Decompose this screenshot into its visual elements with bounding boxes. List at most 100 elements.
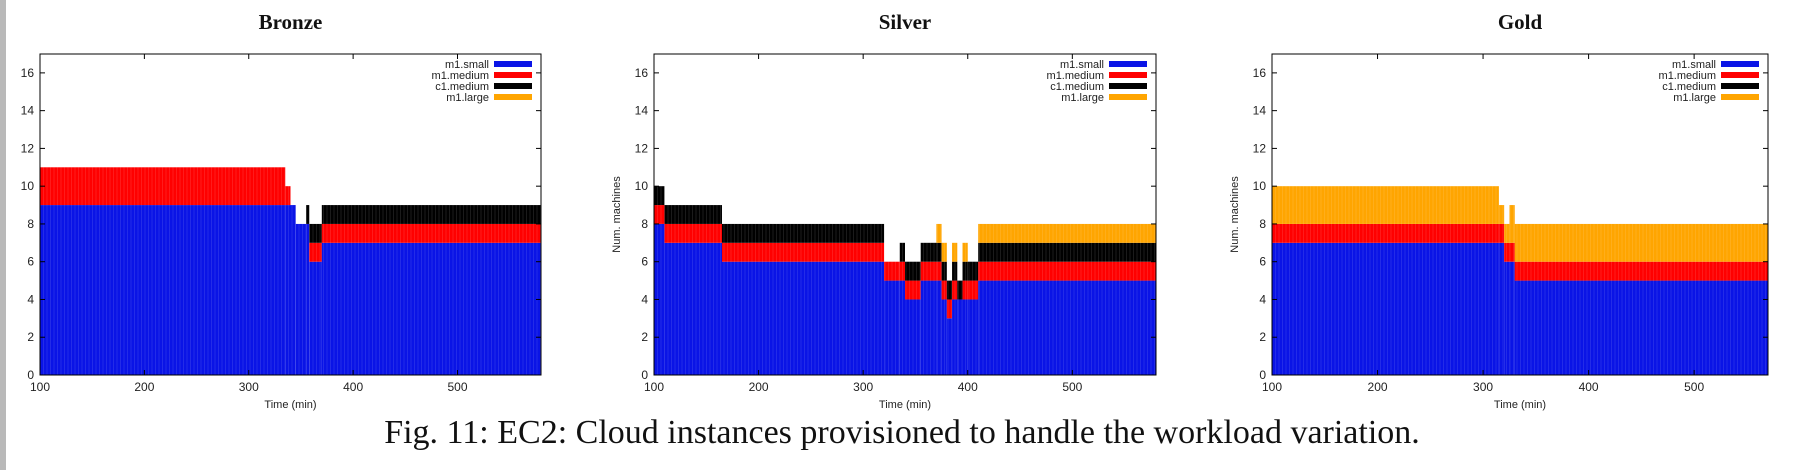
bar-m1-large-12 [962, 242, 968, 262]
legend-label-m1-medium: m1.medium [1047, 70, 1104, 82]
bar-m1-small-4 [899, 280, 905, 375]
legend-swatch-c1-medium [1109, 83, 1147, 89]
bar-m1-medium-5 [309, 242, 322, 262]
bar-c1-medium-11 [957, 280, 963, 300]
x-tick-label: 100 [1262, 380, 1282, 394]
bar-m1-medium-9 [946, 299, 953, 319]
bar-m1-small-4 [1514, 280, 1768, 375]
bar-m1-small-13 [967, 299, 979, 375]
bar-separators [43, 55, 541, 375]
bar-m1-medium-10 [952, 280, 958, 300]
y-tick-label: 10 [635, 179, 649, 193]
y-tick-label: 14 [635, 104, 649, 118]
legend-swatch-m1-small [1721, 61, 1759, 67]
bar-m1-small-2 [1504, 261, 1510, 375]
y-tick-label: 6 [27, 255, 34, 269]
x-axis-label: Time (min) [1494, 399, 1546, 411]
y-tick-label: 4 [1259, 292, 1266, 306]
bar-m1-medium-2 [1504, 242, 1510, 262]
x-tick-label: 500 [1684, 380, 1704, 394]
bar-c1-medium-1 [664, 205, 722, 224]
x-tick-label: 400 [1579, 380, 1599, 394]
legend-label-m1-large: m1.large [1673, 92, 1716, 104]
bar-m1-medium-1 [285, 186, 291, 206]
bar-m1-medium-14 [978, 261, 1156, 281]
bar-m1-medium-5 [905, 280, 921, 300]
y-tick-label: 6 [641, 255, 648, 269]
x-tick-label: 200 [134, 380, 154, 394]
bar-c1-medium-12 [962, 261, 968, 281]
y-tick-label: 6 [1259, 255, 1266, 269]
bar-m1-large-1 [1498, 205, 1505, 224]
bar-m1-small-10 [952, 299, 958, 375]
legend-swatch-m1-large [494, 94, 532, 100]
legend-label-m1-large: m1.large [1061, 92, 1104, 104]
bar-m1-medium-6 [321, 223, 541, 243]
x-tick-label: 200 [1368, 380, 1388, 394]
x-axis-label: Time (min) [879, 399, 931, 411]
bar-m1-medium-1 [1498, 223, 1505, 243]
x-tick-label: 500 [447, 380, 467, 394]
y-tick-label: 8 [1259, 217, 1266, 231]
bar-m1-medium-8 [941, 280, 947, 300]
legend-label-m1-medium: m1.medium [432, 70, 489, 82]
y-tick-label: 16 [1253, 66, 1267, 80]
bar-m1-medium-4 [899, 261, 905, 281]
bar-c1-medium-6 [920, 242, 937, 262]
legend-label-m1-large: m1.large [446, 92, 489, 104]
y-tick-label: 16 [635, 66, 649, 80]
chart-panel-gold: 0 2 4 6 8 10 12 14 16 100 200 300 400 500 Gold Time (mi… [1229, 10, 1769, 411]
bar-m1-small-3 [884, 280, 900, 375]
bar-m1-large-7 [936, 223, 942, 243]
bar-m1-medium-1 [664, 223, 722, 243]
y-tick-label: 0 [641, 368, 648, 382]
bar-m1-large-4 [1514, 223, 1768, 262]
legend-swatch-m1-large [1721, 94, 1759, 100]
bar-m1-medium-6 [920, 261, 937, 281]
y-tick-label: 4 [27, 292, 34, 306]
legend-label-c1-medium: c1.medium [1050, 81, 1104, 93]
chart-title: Silver [879, 10, 932, 34]
bar-m1-medium-12 [962, 280, 968, 300]
bar-c1-medium-4 [306, 205, 310, 224]
chart-panel-bronze: 0 2 4 6 8 10 12 14 16 100 200 300 400 500 Bronze Time (… [21, 10, 542, 411]
bar-m1-small-5 [905, 299, 921, 375]
bar-m1-small-1 [1498, 242, 1505, 375]
bar-m1-small-3 [295, 223, 307, 375]
x-tick-label: 100 [30, 380, 50, 394]
legend-swatch-c1-medium [494, 83, 532, 89]
bar-m1-small-2 [290, 205, 296, 375]
bar-c1-medium-10 [952, 261, 958, 281]
legend-label-m1-small: m1.small [445, 59, 489, 71]
bar-c1-medium-0 [654, 186, 665, 206]
legend-swatch-m1-medium [1109, 72, 1147, 78]
legend-swatch-m1-medium [494, 72, 532, 78]
legend-swatch-m1-medium [1721, 72, 1759, 78]
y-tick-label: 2 [641, 330, 648, 344]
bar-m1-medium-4 [1514, 261, 1768, 281]
legend-label-m1-small: m1.small [1672, 59, 1716, 71]
legend-label-c1-medium: c1.medium [1662, 81, 1716, 93]
x-tick-label: 400 [958, 380, 978, 394]
x-axis-label: Time (min) [264, 399, 316, 411]
bar-m1-small-11 [957, 299, 963, 375]
legend-label-m1-medium: m1.medium [1659, 70, 1716, 82]
y-tick-label: 2 [27, 330, 34, 344]
x-tick-label: 300 [239, 380, 259, 394]
bar-m1-large-2 [1504, 223, 1510, 243]
y-tick-label: 2 [1259, 330, 1266, 344]
bar-separators [657, 55, 1155, 375]
bar-m1-small-8 [941, 299, 947, 375]
bar-m1-medium-7 [936, 261, 942, 281]
y-axis-label: Num. machines [1229, 176, 1241, 253]
y-axis-label: Num. machines [611, 176, 623, 253]
y-tick-label: 8 [27, 217, 34, 231]
bar-m1-small-3 [1509, 261, 1515, 375]
y-tick-label: 12 [21, 141, 35, 155]
bar-m1-small-7 [936, 280, 942, 375]
bar-c1-medium-5 [905, 261, 921, 281]
y-tick-label: 12 [635, 141, 649, 155]
bar-c1-medium-4 [899, 242, 905, 262]
